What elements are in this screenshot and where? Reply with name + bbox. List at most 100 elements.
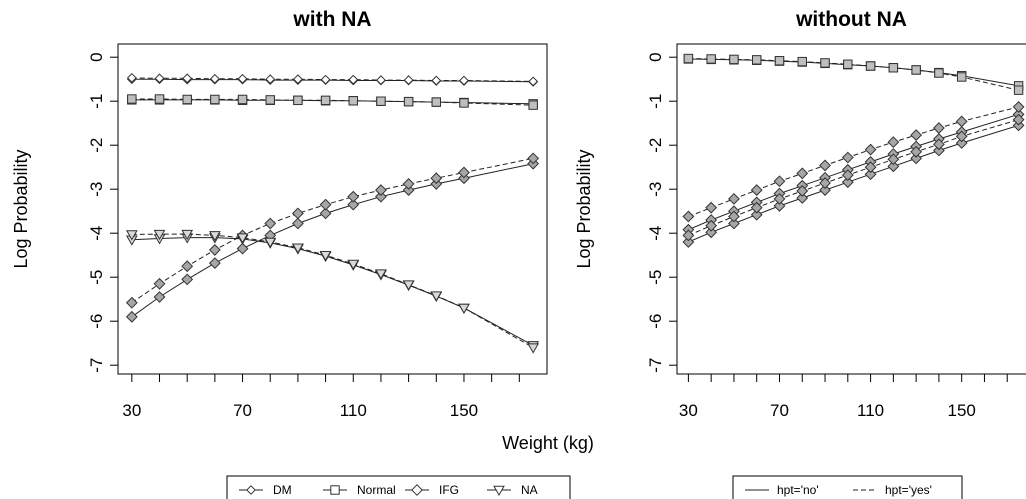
data-point <box>865 144 875 154</box>
y-tick-label: -5 <box>646 270 665 285</box>
series-ifg-hpt-no <box>683 120 1024 247</box>
y-tick-label: -7 <box>646 358 665 373</box>
data-point <box>798 57 806 65</box>
legend-label-hpt-no: hpt='no' <box>777 483 819 497</box>
data-point <box>529 101 537 109</box>
legend-label-hpt-yes: hpt='yes' <box>885 483 932 497</box>
x-tick-label: 150 <box>450 401 478 420</box>
y-tick-label: -5 <box>87 270 106 285</box>
data-point <box>293 208 303 218</box>
x-tick-label: 110 <box>340 401 367 420</box>
data-point <box>210 258 220 268</box>
data-point <box>431 292 441 301</box>
legend-label-na: NA <box>521 483 538 497</box>
panel-with-na: with NA Log Probability 0 -1 -2 -3 -4 -5 -6 -7 30 7… <box>11 8 570 499</box>
data-point <box>294 75 302 83</box>
data-point <box>529 77 537 85</box>
data-point <box>753 56 761 64</box>
data-point <box>774 176 784 186</box>
data-point <box>459 304 469 313</box>
y-tick-label: -3 <box>87 182 106 197</box>
data-point <box>729 194 739 204</box>
data-point <box>912 66 920 74</box>
series-normal-hpt-yes <box>128 95 538 110</box>
y-axis-label: Log Probability <box>574 149 594 268</box>
data-point <box>957 73 965 81</box>
series-line <box>132 238 533 346</box>
chart-title: with NA <box>292 8 371 31</box>
data-point <box>320 199 330 209</box>
y-tick-label: -7 <box>87 358 106 373</box>
plot-frame <box>677 44 1026 374</box>
data-point <box>911 130 921 140</box>
data-point <box>128 95 136 103</box>
data-point <box>888 137 898 147</box>
legend-marker-normal <box>331 486 339 494</box>
data-point <box>730 55 738 63</box>
data-point <box>843 152 853 162</box>
data-point <box>154 292 164 302</box>
data-point <box>866 62 874 70</box>
y-tick-label: -4 <box>87 226 106 241</box>
data-point <box>211 75 219 83</box>
y-tick-label: -1 <box>646 94 665 109</box>
data-point <box>432 76 440 84</box>
data-point <box>889 64 897 72</box>
data-point <box>321 96 329 104</box>
data-point <box>349 97 357 105</box>
data-point <box>265 218 275 228</box>
series-na-hpt-yes <box>127 230 538 352</box>
y-tick-label: 0 <box>646 52 665 61</box>
panel-without-na: without NA Log Probability 0 -1 -2 -3 -4 -5 -6 -7… <box>574 8 1026 499</box>
legend: DM Normal IFG NA <box>227 476 570 499</box>
series-line <box>132 164 533 317</box>
y-tick-label: -3 <box>646 182 665 197</box>
data-point <box>155 95 163 103</box>
data-point <box>155 74 163 82</box>
x-tick-label: 70 <box>233 401 252 420</box>
data-point <box>683 211 693 221</box>
data-point <box>210 245 220 255</box>
data-point <box>844 60 852 68</box>
data-point <box>706 202 716 212</box>
data-point <box>956 116 966 126</box>
data-point <box>266 96 274 104</box>
y-tick-label: -4 <box>646 226 665 241</box>
data-point <box>934 123 944 133</box>
data-point <box>460 99 468 107</box>
data-point <box>182 274 192 284</box>
chart-title: without NA <box>795 8 907 31</box>
plot-frame <box>118 44 547 374</box>
data-point <box>154 279 164 289</box>
series-line <box>132 234 533 348</box>
data-point <box>404 97 412 105</box>
data-point <box>349 75 357 83</box>
data-point <box>797 168 807 178</box>
data-point <box>403 179 413 189</box>
data-point <box>293 218 303 228</box>
legend: hpt='no' hpt='yes' <box>733 476 962 499</box>
series-dm-hpt-yes <box>128 74 538 86</box>
data-point <box>182 261 192 271</box>
data-point <box>238 95 246 103</box>
data-point <box>127 298 137 308</box>
data-point <box>294 96 302 104</box>
legend-label-ifg: IFG <box>439 483 459 497</box>
x-tick-label: 70 <box>770 401 789 420</box>
data-point <box>684 54 692 62</box>
series-normal-hpt-yes <box>684 54 1023 94</box>
data-point <box>821 59 829 67</box>
data-point <box>377 97 385 105</box>
data-point <box>238 75 246 83</box>
data-point <box>432 98 440 106</box>
data-point <box>775 57 783 65</box>
series-na-hpt-no <box>127 234 538 351</box>
y-tick-label: -6 <box>87 314 106 329</box>
data-point <box>935 69 943 77</box>
data-point <box>404 76 412 84</box>
data-point <box>211 95 219 103</box>
series-ifg-hpt-yes <box>683 102 1024 222</box>
shared-x-axis-label: Weight (kg) <box>502 433 594 453</box>
data-point <box>237 243 247 253</box>
